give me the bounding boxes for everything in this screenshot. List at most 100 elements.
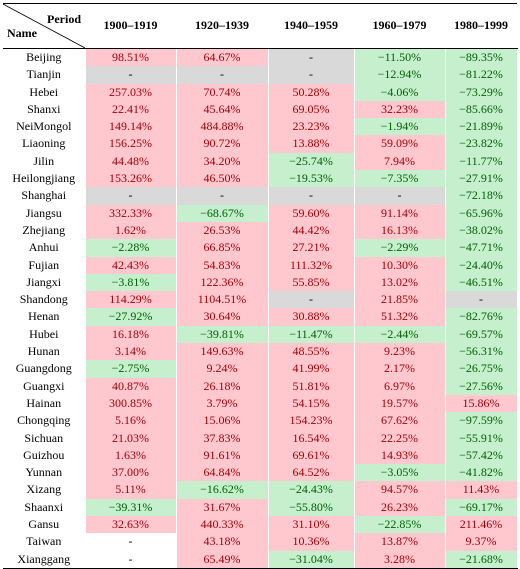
row-name-cell: Shanghai [21, 188, 67, 203]
name-header-label: Name [7, 25, 37, 40]
value-cell: 41.99% [267, 360, 355, 378]
column-header-1960-1979: 1960–1979 [354, 3, 445, 49]
row-name-cell: Shandong [19, 292, 68, 307]
value-cell: −65.96% [444, 204, 518, 222]
value-cell: 44.48% [84, 152, 177, 171]
value-cell: 70.74% [175, 83, 269, 101]
row-name-cell: Sichuan [24, 430, 64, 445]
value-cell: −2.29% [353, 239, 446, 257]
value-cell: −25.74% [267, 152, 355, 171]
row-name-cell: Jiangxi [26, 274, 62, 289]
table-row: Guizhou 1.63% 91.61% 69.61% 14.93% −57.42% [3, 446, 518, 465]
value-cell: 23.23% [267, 118, 355, 136]
value-cell: 48.55% [267, 343, 355, 361]
value-cell: 440.33% [175, 516, 269, 534]
value-cell: −89.35% [444, 48, 518, 67]
row-name-cell: Gansu [28, 517, 60, 532]
value-cell: −27.92% [84, 308, 177, 326]
value-cell: 211.46% [444, 516, 518, 534]
value-cell: 9.37% [444, 533, 518, 551]
value-cell: 64.52% [267, 464, 355, 482]
row-name-cell: Liaoning [22, 136, 66, 151]
value-cell: 484.88% [175, 118, 269, 136]
table-row: Guangdong −2.75% 9.24% 41.99% 2.17% −26.75% [3, 360, 518, 378]
value-cell: −11.47% [267, 325, 355, 344]
value-cell: 46.50% [175, 170, 269, 188]
value-cell: 3.14% [84, 343, 177, 361]
row-name-cell: Yunnan [25, 465, 63, 480]
value-cell: −24.40% [444, 256, 518, 274]
value-cell: 122.36% [175, 273, 269, 292]
row-name-cell: Taiwan [26, 534, 62, 549]
value-cell: 22.25% [353, 429, 446, 447]
value-cell: −27.56% [444, 377, 518, 395]
table-row: Shanghai - - - - −72.18% [3, 187, 518, 205]
row-name-cell: Guangdong [15, 361, 72, 376]
row-name-cell: Henan [28, 309, 60, 324]
value-cell: 19.57% [353, 394, 446, 413]
value-cell: 31.67% [175, 498, 269, 517]
value-cell: - [353, 187, 446, 205]
table-row: Heilongjiang 153.26% 46.50% −19.53% −7.35% −2… [3, 170, 518, 188]
table-row: Taiwan -43.18% 10.36% 13.87% 9.37% [3, 533, 518, 551]
row-name-cell: Shanxi [27, 101, 61, 116]
value-cell: −55.91% [444, 429, 518, 447]
row-name-cell: Tianjin [26, 67, 61, 82]
table-row: Hainan 300.85% 3.79% 54.15% 19.57% 15.86% [3, 394, 518, 413]
value-cell: 15.06% [175, 412, 269, 430]
row-name-cell: Chongqing [17, 413, 71, 428]
value-cell: −55.80% [267, 498, 355, 517]
row-name-cell: Jilin [33, 153, 55, 168]
value-cell: −21.89% [444, 118, 518, 136]
value-cell: 51.81% [267, 377, 355, 395]
value-cell: 64.67% [175, 48, 269, 67]
value-cell: 14.93% [353, 446, 446, 465]
table-row: Hunan 3.14% 149.63% 48.55% 9.23% −56.31% [3, 343, 518, 361]
value-cell: 1104.51% [175, 291, 269, 309]
value-cell: 156.25% [84, 135, 177, 153]
value-cell: 3.79% [175, 394, 269, 413]
value-cell: −22.85% [353, 516, 446, 534]
value-cell: 3.28% [353, 550, 446, 569]
table-row: Zhejiang 1.62% 26.53% 44.42% 16.13% −38.02% [3, 221, 518, 240]
value-cell: 45.64% [175, 100, 269, 119]
value-cell: −19.53% [267, 170, 355, 188]
value-cell: 26.53% [175, 221, 269, 240]
value-cell: 69.61% [267, 446, 355, 465]
value-cell: −12.94% [353, 66, 446, 84]
value-cell: 67.62% [353, 412, 446, 430]
table-row: Shandong 114.29% 1104.51% -21.85% - [3, 291, 518, 309]
value-cell: −46.51% [444, 273, 518, 292]
value-cell: −38.02% [444, 221, 518, 240]
value-cell: 30.88% [267, 308, 355, 326]
value-cell: 32.23% [353, 100, 446, 119]
value-cell: 54.15% [267, 394, 355, 413]
table-header: Period Name 1900–1919 1920–1939 1940–195… [3, 3, 517, 49]
value-cell: 300.85% [84, 394, 177, 413]
value-cell: −56.31% [444, 343, 518, 361]
value-cell: −68.67% [175, 204, 269, 222]
table-row: Beijing 98.51% 64.67% - −11.50% −89.35% [3, 48, 518, 67]
value-cell: −11.50% [353, 48, 446, 67]
column-header-1940-1959: 1940–1959 [268, 3, 354, 49]
row-name-cell: Guangxi [23, 378, 65, 393]
value-cell: - [84, 550, 177, 569]
table-row: Jilin 44.48% 34.20% −25.74% 7.94% −11.77% [3, 152, 518, 171]
value-cell: - [84, 533, 177, 551]
table-row: Liaoning 156.25% 90.72% 13.88% 59.09% −23.82% [3, 135, 518, 153]
table-row: Chongqing 5.16% 15.06% 154.23% 67.62% −97.59% [3, 412, 518, 430]
value-cell: 114.29% [84, 291, 177, 309]
value-cell: 91.61% [175, 446, 269, 465]
value-cell: −57.42% [444, 446, 518, 465]
value-cell: 2.17% [353, 360, 446, 378]
value-cell: −23.82% [444, 135, 518, 153]
percentage-change-table: Period Name 1900–1919 1920–1939 1940–195… [3, 3, 518, 569]
column-header-1980-1999: 1980–1999 [445, 3, 517, 49]
data-table-container: Period Name 1900–1919 1920–1939 1940–195… [3, 3, 518, 569]
value-cell: −31.04% [267, 550, 355, 569]
value-cell: −47.71% [444, 239, 518, 257]
table-row: NeiMongol 149.14% 484.88% 23.23% −1.94% −21.8… [3, 118, 518, 136]
row-name-cell: Guizhou [23, 447, 65, 462]
value-cell: 9.24% [175, 360, 269, 378]
value-cell: 37.83% [175, 429, 269, 447]
